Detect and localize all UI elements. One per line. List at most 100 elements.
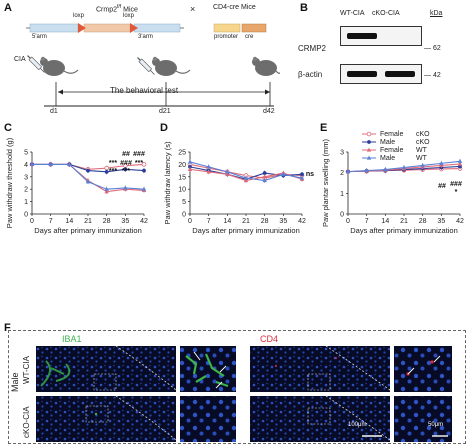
cd4-label: CD4	[260, 334, 279, 344]
y-tick-label: 15	[178, 174, 186, 181]
x-tick-label: 21	[242, 218, 250, 225]
construct-diagram	[26, 23, 267, 33]
blot-col-wt: WT-CIA	[340, 10, 365, 17]
significance-label: ***	[135, 160, 143, 167]
data-point	[29, 162, 35, 166]
y-tick-label: 0	[182, 212, 186, 219]
crmp2-blot	[340, 26, 422, 46]
syringe-icon-1	[27, 55, 45, 73]
data-point	[345, 169, 351, 174]
x-tick-label: 14	[223, 218, 231, 225]
legend-group: cKO	[416, 131, 430, 138]
y-tick-label: 10	[178, 187, 186, 194]
y-tick-label: 1	[24, 199, 28, 206]
data-point	[281, 171, 286, 176]
scale-bar-50: 50μm	[428, 422, 444, 428]
y-tick-label: 20	[178, 162, 186, 169]
panel-letter-c: C	[4, 122, 12, 134]
panel-letter-b: B	[300, 2, 308, 14]
crmp2-band-wt	[347, 33, 377, 39]
row-label-cko: cKO-CIA	[22, 406, 31, 438]
x-tick-label: 0	[30, 218, 34, 225]
legend-marker	[366, 131, 372, 137]
data-point	[187, 159, 193, 164]
iba1-wt-overview	[36, 346, 176, 392]
y-tick-label: 3	[24, 174, 28, 181]
cd4-cko-overview	[250, 396, 390, 442]
panel-letter-e: E	[320, 122, 328, 134]
data-point	[243, 175, 249, 180]
y-axis-label: Paw withdraw threshold (g)	[5, 137, 14, 228]
cre-block	[241, 23, 267, 33]
actin-band-wt	[347, 71, 377, 77]
y-tick-label: 0	[340, 212, 344, 219]
data-point	[187, 166, 193, 171]
data-point	[383, 167, 388, 172]
panel-f-frame	[8, 330, 466, 444]
actin-row-label: β-actin	[298, 70, 323, 79]
significance-label: ***	[122, 168, 130, 175]
panel-letter-a: A	[4, 2, 12, 14]
mw-42-label: — 42	[424, 72, 441, 79]
legend-sex: Female	[380, 131, 403, 138]
y-tick-label: 2	[24, 187, 28, 194]
blot-col-cko: cKO-CIA	[372, 10, 400, 17]
crmp2-title-end: Mice	[121, 6, 138, 14]
floxed-exon-block	[83, 23, 131, 33]
legend-group: WT	[416, 155, 428, 162]
iba1-cko-overview	[36, 396, 176, 442]
legend-group: WT	[416, 147, 428, 154]
mouse-icon-3	[252, 56, 280, 76]
x-tick-label: 28	[261, 218, 269, 225]
actin-blot	[340, 64, 422, 84]
x-tick-label: 0	[188, 218, 192, 225]
x-tick-label: 0	[346, 218, 350, 225]
legend-marker	[366, 155, 372, 160]
y-tick-label: 25	[178, 150, 186, 157]
data-point	[206, 164, 211, 169]
day21-label: d21	[159, 108, 171, 115]
iba1-wt-zoom	[180, 346, 236, 392]
data-point	[262, 171, 267, 175]
x-tick-label: 21	[84, 218, 92, 225]
data-point	[141, 186, 147, 191]
syringe-icon-2	[137, 57, 155, 75]
data-point	[364, 168, 369, 173]
actin-band-cko	[385, 71, 415, 77]
x-tick-label: 35	[437, 218, 445, 225]
data-point	[104, 169, 109, 174]
significance-label: ns	[306, 171, 314, 178]
data-point	[141, 162, 147, 167]
data-point	[457, 158, 463, 163]
significance-label: *	[455, 189, 458, 196]
x-axis-label: Days after primary immunization	[192, 226, 300, 235]
data-point	[123, 167, 128, 172]
y-tick-label: 4	[24, 162, 28, 169]
cd4-wt-overview	[250, 346, 390, 392]
significance-label: ##	[122, 151, 130, 158]
data-point	[86, 168, 90, 173]
legend-sex: Male	[380, 155, 395, 162]
micrograph-grid	[36, 346, 452, 442]
legend-sex: Male	[380, 139, 395, 146]
5arm-block	[29, 23, 79, 33]
sex-label: Male	[10, 372, 20, 392]
promoter-label: promoter	[214, 34, 239, 40]
significance-label: ***	[109, 160, 117, 167]
legend-marker	[366, 147, 372, 152]
x-tick-label: 7	[207, 218, 211, 225]
row-label-wt: WT-CIA	[22, 356, 31, 384]
x-tick-label: 42	[456, 218, 464, 225]
crmp2-title-text: Crmp2	[96, 6, 118, 14]
data-point	[401, 165, 407, 170]
cd4-wt-zoom	[394, 346, 452, 392]
x-axis-label: Days after primary immunization	[34, 226, 142, 235]
scale-bar-100: 100μm	[348, 422, 367, 428]
mouse-icon-1	[40, 56, 79, 76]
x-tick-label: 7	[365, 218, 369, 225]
y-tick-label: 0	[24, 212, 28, 219]
crmp2-title-sup: f/f	[117, 4, 122, 10]
